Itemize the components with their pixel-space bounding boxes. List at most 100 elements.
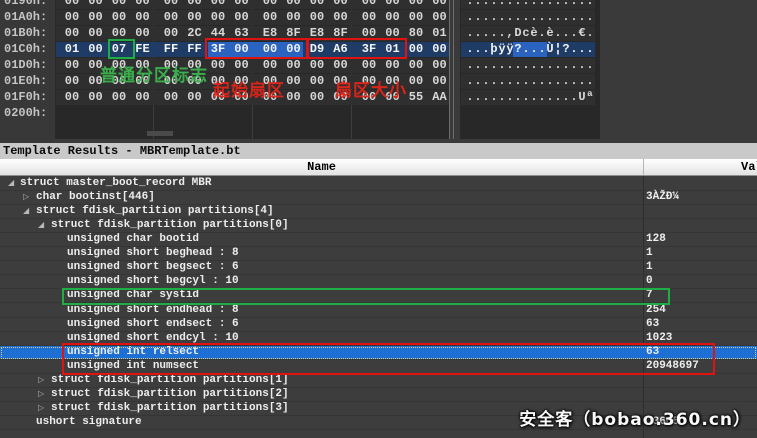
hex-byte[interactable]: 00	[135, 58, 150, 72]
ascii-char[interactable]: .	[466, 58, 474, 72]
ascii-char[interactable]: .	[506, 0, 514, 8]
ascii-char[interactable]: .	[466, 42, 474, 56]
ascii-char[interactable]: .	[490, 0, 498, 8]
hex-byte[interactable]: 00	[234, 0, 249, 8]
ascii-char[interactable]: .	[482, 58, 490, 72]
ascii-char[interactable]: ,	[506, 26, 514, 40]
hex-byte[interactable]: 00	[88, 10, 103, 24]
ascii-char[interactable]: .	[578, 42, 586, 56]
ascii-char[interactable]: .	[562, 58, 570, 72]
hex-byte[interactable]: 00	[309, 10, 325, 24]
ascii-char[interactable]: .	[466, 0, 474, 8]
hex-byte[interactable]: 00	[234, 42, 249, 56]
hex-byte[interactable]: 00	[210, 90, 226, 104]
template-row[interactable]: unsigned char systid 7	[0, 289, 757, 304]
ascii-char[interactable]: .	[506, 90, 514, 104]
hex-byte[interactable]: 00	[88, 26, 103, 40]
hex-byte[interactable]: 00	[234, 10, 249, 24]
ascii-char[interactable]: .	[546, 10, 554, 24]
hex-byte[interactable]: E8	[309, 26, 325, 40]
ascii-char[interactable]: .	[538, 74, 546, 88]
expand-icon[interactable]: ▷	[38, 402, 45, 412]
ascii-char[interactable]: D	[514, 26, 522, 40]
hex-byte[interactable]: 00	[262, 90, 278, 104]
hex-byte[interactable]: 00	[262, 74, 278, 88]
ascii-char[interactable]: .	[586, 42, 594, 56]
hex-byte[interactable]: 55	[408, 90, 424, 104]
hex-byte[interactable]: 00	[64, 26, 80, 40]
ascii-char[interactable]: .	[578, 10, 586, 24]
hex-byte[interactable]: 00	[88, 58, 103, 72]
hex-byte[interactable]: 01	[64, 42, 80, 56]
ascii-char[interactable]: .	[514, 58, 522, 72]
ascii-char[interactable]: .	[474, 42, 482, 56]
ascii-char[interactable]: .	[586, 74, 594, 88]
hex-byte[interactable]: 00	[187, 58, 202, 72]
template-row[interactable]: ushort signature 43605	[0, 416, 757, 431]
hex-byte[interactable]: 00	[111, 58, 127, 72]
ascii-char[interactable]: .	[538, 42, 546, 56]
hex-byte[interactable]: 00	[163, 74, 179, 88]
ascii-char[interactable]: è	[530, 26, 538, 40]
hex-byte[interactable]: E8	[262, 26, 278, 40]
ascii-char[interactable]: .	[498, 10, 506, 24]
ascii-char[interactable]: .	[514, 74, 522, 88]
splitter-handle[interactable]	[147, 131, 173, 136]
ascii-char[interactable]: .	[570, 26, 578, 40]
ascii-char[interactable]: .	[554, 10, 562, 24]
hex-byte[interactable]: 00	[262, 42, 278, 56]
ascii-char[interactable]: .	[538, 26, 546, 40]
hex-byte[interactable]: 01	[432, 26, 447, 40]
hex-byte[interactable]: 00	[135, 90, 150, 104]
hex-byte[interactable]: 00	[88, 42, 103, 56]
ascii-char[interactable]: U	[578, 90, 586, 104]
ascii-char[interactable]: .	[482, 90, 490, 104]
ascii-char[interactable]: .	[538, 58, 546, 72]
hex-byte[interactable]: A6	[333, 42, 348, 56]
hex-byte[interactable]: 00	[408, 58, 424, 72]
hex-byte[interactable]: 00	[432, 42, 447, 56]
ascii-char[interactable]: .	[554, 74, 562, 88]
column-divider[interactable]	[643, 159, 644, 175]
hex-byte[interactable]: 00	[210, 0, 226, 8]
ascii-char[interactable]: .	[482, 26, 490, 40]
ascii-char[interactable]: .	[546, 90, 554, 104]
ascii-char[interactable]: .	[570, 58, 578, 72]
ascii-char[interactable]: .	[474, 26, 482, 40]
hex-byte[interactable]: 00	[262, 58, 278, 72]
hex-byte[interactable]: FE	[135, 42, 150, 56]
ascii-char[interactable]: .	[570, 42, 578, 56]
hex-byte[interactable]: 00	[187, 10, 202, 24]
hex-byte[interactable]: 00	[111, 0, 127, 8]
hex-byte[interactable]: 00	[135, 74, 150, 88]
ascii-char[interactable]: .	[506, 58, 514, 72]
hex-byte[interactable]: 00	[135, 0, 150, 8]
ascii-char[interactable]: .	[546, 0, 554, 8]
template-row[interactable]: unsigned short beghead : 8 1	[0, 247, 757, 262]
ascii-char[interactable]: .	[522, 58, 530, 72]
ascii-char[interactable]: .	[522, 10, 530, 24]
ascii-char[interactable]: .	[578, 74, 586, 88]
column-header-name[interactable]: Name	[307, 160, 336, 174]
template-row[interactable]: ◢ struct fdisk_partition partitions[4]	[0, 205, 757, 220]
ascii-char[interactable]: .	[578, 58, 586, 72]
ascii-char[interactable]: .	[530, 90, 538, 104]
hex-byte[interactable]: 00	[432, 0, 447, 8]
ascii-char[interactable]: ?	[562, 42, 570, 56]
ascii-char[interactable]: .	[490, 58, 498, 72]
hex-byte[interactable]: 00	[432, 10, 447, 24]
ascii-char[interactable]: .	[586, 10, 594, 24]
hex-byte[interactable]: 00	[385, 58, 400, 72]
ascii-char[interactable]: ÿ	[506, 42, 514, 56]
ascii-char[interactable]: .	[522, 0, 530, 8]
ascii-char[interactable]: è	[546, 26, 554, 40]
template-row[interactable]: ▷ struct fdisk_partition partitions[1]	[0, 374, 757, 388]
ascii-char[interactable]: .	[538, 90, 546, 104]
hex-byte[interactable]: 00	[361, 90, 377, 104]
hex-byte[interactable]: 00	[361, 10, 377, 24]
hex-byte[interactable]: 00	[234, 58, 249, 72]
ascii-char[interactable]: .	[562, 74, 570, 88]
hex-byte[interactable]: 8F	[286, 26, 301, 40]
hex-byte[interactable]: FF	[163, 42, 179, 56]
ascii-char[interactable]: Ù	[546, 42, 554, 56]
